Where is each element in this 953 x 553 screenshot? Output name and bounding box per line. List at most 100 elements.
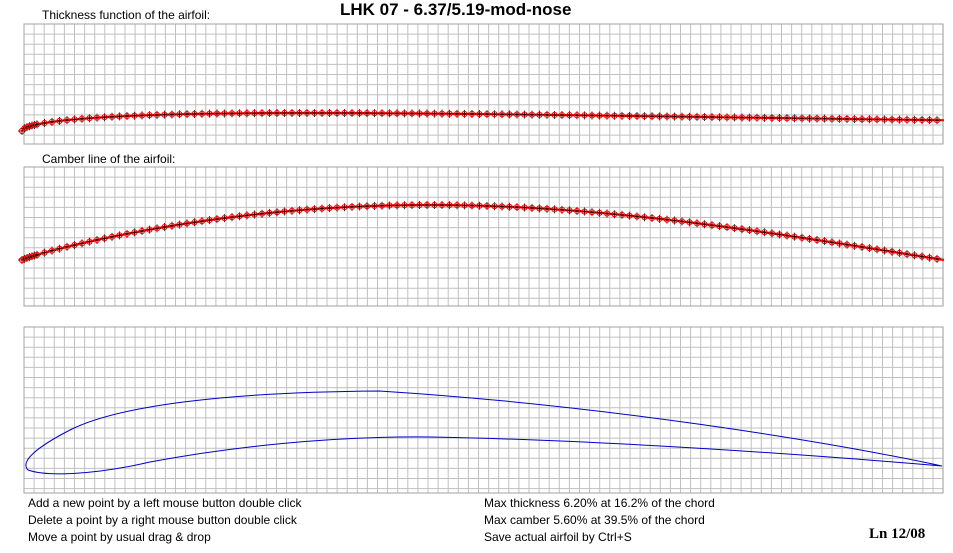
thickness-panel-label: Thickness function of the airfoil: [42,8,211,22]
thickness-control-point [798,114,806,123]
camber-control-point [760,228,769,237]
thickness-control-point [220,109,229,118]
thickness-control-point [160,110,169,119]
camber-control-point [138,227,146,236]
thickness-control-point [130,111,139,120]
camber-control-point [100,234,109,243]
camber-control-point [783,231,791,240]
camber-plot-grid[interactable] [23,166,944,307]
thickness-control-point [108,112,116,121]
camber-control-point [775,230,784,239]
camber-control-point [258,209,266,218]
camber-control-point [265,208,274,217]
camber-control-point [190,218,199,227]
thickness-control-point [528,110,536,119]
camber-control-point [453,201,461,210]
camber-control-point [603,209,611,218]
thickness-control-point [355,109,364,118]
camber-control-point [153,224,161,233]
thickness-control-point [423,109,431,118]
thickness-control-point [430,109,439,118]
camber-control-point [903,250,911,259]
camber-control-point [288,206,296,215]
camber-control-point [123,229,131,238]
camber-control-point [880,246,889,255]
thickness-control-point [85,114,94,123]
thickness-control-point [55,116,64,125]
camber-control-point [723,223,731,232]
camber-control-point [415,201,424,210]
camber-control-point [693,219,701,228]
thickness-control-point [820,114,829,123]
thickness-control-point [348,109,356,118]
camber-line-curve[interactable] [18,201,945,264]
thickness-control-point [213,109,221,118]
thickness-plot-grid[interactable] [23,23,944,145]
thickness-line [21,111,945,132]
thickness-control-point [715,113,724,122]
camber-control-point [543,204,551,213]
thickness-control-point [438,109,446,118]
thickness-control-point [805,114,814,123]
thickness-function-curve[interactable] [18,108,945,135]
camber-control-point [115,231,124,240]
camber-control-point [130,228,139,237]
camber-control-point [363,202,371,211]
camber-control-point [768,229,776,238]
max-thickness-info: Max thickness 6.20% at 16.2% of the chor… [484,496,715,510]
camber-control-point [430,201,439,210]
camber-control-point [40,248,49,257]
thickness-control-point [490,110,499,119]
thickness-control-point [363,109,371,118]
camber-control-point [475,201,484,210]
thickness-control-point [153,110,161,119]
camber-control-point [175,220,184,229]
camber-control-point [48,246,56,255]
thickness-control-point [618,111,626,120]
camber-control-point [813,236,821,245]
camber-control-point [828,238,836,247]
camber-control-point [730,224,739,233]
thickness-control-point [453,109,461,118]
thickness-control-point [903,115,911,124]
thickness-control-point [475,110,484,119]
thickness-control-point [385,109,394,118]
thickness-control-point [63,116,71,125]
thickness-control-point [295,108,304,117]
camber-control-point [745,226,754,235]
camber-control-point [663,215,671,224]
camber-control-point [460,201,469,210]
camber-control-point [385,201,394,210]
camber-control-point [610,210,619,219]
camber-control-point [513,203,521,212]
save-shortcut-info: Save actual airfoil by Ctrl+S [484,530,632,544]
camber-control-point [850,241,859,250]
camber-control-point [865,244,874,253]
camber-control-point [918,252,926,261]
camber-control-point [873,245,881,254]
camber-control-point [490,202,499,211]
camber-control-point [310,205,319,214]
thickness-control-point [415,109,424,118]
thickness-control-point [768,113,776,122]
thickness-control-point [483,110,491,119]
thickness-control-point [303,108,311,117]
camber-panel-label: Camber line of the airfoil: [42,152,176,166]
camber-control-point [925,253,934,262]
thickness-control-point [760,113,769,122]
camber-control-point [580,207,589,216]
thickness-control-point [580,111,589,120]
camber-control-point [250,210,259,219]
camber-control-point [108,232,116,241]
thickness-control-point [685,112,694,121]
camber-control-point [468,201,476,210]
thickness-control-point [175,110,184,119]
camber-control-point [655,214,664,223]
thickness-control-point [835,114,844,123]
camber-control-point [715,222,724,231]
camber-control-point [423,201,431,210]
camber-control-point [235,212,244,221]
thickness-control-point [48,117,56,126]
thickness-control-point [895,115,904,124]
thickness-control-point [588,111,596,120]
